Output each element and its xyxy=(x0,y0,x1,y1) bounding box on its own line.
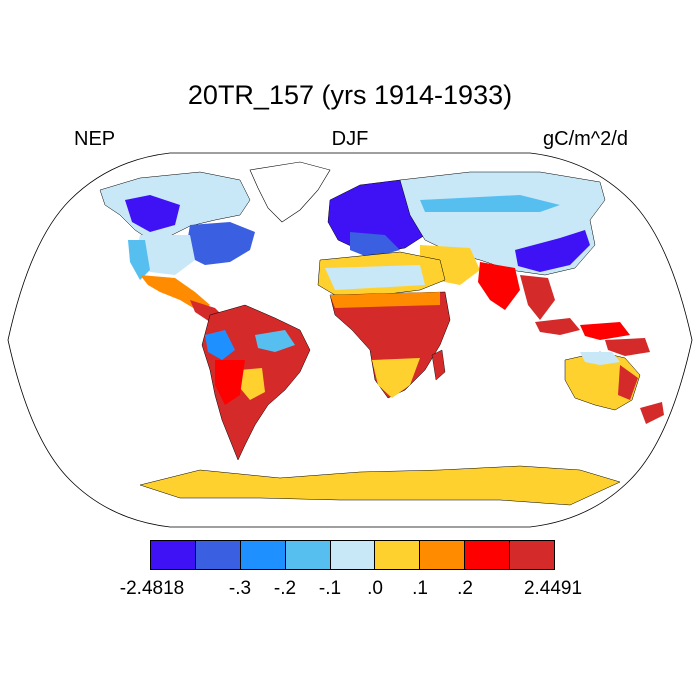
colorbar-box-8 xyxy=(465,541,511,569)
new-guinea xyxy=(605,338,650,356)
south-america-yellow xyxy=(240,368,265,400)
colorbar-box-4 xyxy=(285,541,331,569)
south-america-east-blue xyxy=(255,330,295,352)
africa-south xyxy=(372,358,420,398)
colorbar-box-5 xyxy=(330,541,376,569)
colorbar-label-zero: .0 xyxy=(367,578,383,599)
north-america-cold xyxy=(125,195,180,232)
colorbar-box-3 xyxy=(240,541,286,569)
units-label: gC/m^2/d xyxy=(543,128,628,150)
colorbar-label-neg-03: -.3 xyxy=(228,578,252,599)
africa-sahel xyxy=(330,292,440,308)
greenland xyxy=(249,161,331,223)
east-asia xyxy=(515,230,590,272)
colorbar-box-7 xyxy=(420,541,466,569)
colorbar-label-01: .1 xyxy=(412,578,428,599)
australia-north xyxy=(580,352,620,365)
indonesia-1 xyxy=(535,318,580,335)
australia-east xyxy=(618,365,638,400)
colorbar-label-max: 2.4491 xyxy=(523,578,583,599)
antarctica xyxy=(139,465,621,506)
indonesia-2 xyxy=(580,322,630,340)
north-america-west xyxy=(128,240,150,280)
southeast-asia xyxy=(520,275,555,320)
variable-label: NEP xyxy=(74,128,116,150)
season-label: DJF xyxy=(331,128,369,150)
colorbar-label-neg-02: -.2 xyxy=(273,578,297,599)
colorbar-box-1 xyxy=(151,541,196,569)
colorbar-box-9 xyxy=(510,541,555,569)
colorbar xyxy=(150,540,555,570)
africa-sahara xyxy=(325,265,425,290)
south-america-red xyxy=(215,360,245,405)
colorbar-label-neg-01: -.1 xyxy=(318,578,342,599)
madagascar xyxy=(431,349,446,381)
south-asia xyxy=(478,262,520,310)
north-america-east xyxy=(185,222,255,265)
new-zealand xyxy=(640,402,664,424)
colorbar-label-02: .2 xyxy=(457,578,473,599)
colorbar-box-2 xyxy=(195,541,241,569)
europe-south xyxy=(350,232,400,258)
colorbar-box-6 xyxy=(375,541,421,569)
north-america-central xyxy=(135,235,195,275)
colorbar-label-min: -2.4818 xyxy=(119,578,185,599)
south-america-blue xyxy=(205,330,235,360)
map-title: 20TR_157 (yrs 1914-1933) xyxy=(187,80,513,110)
siberia-band xyxy=(420,195,560,212)
